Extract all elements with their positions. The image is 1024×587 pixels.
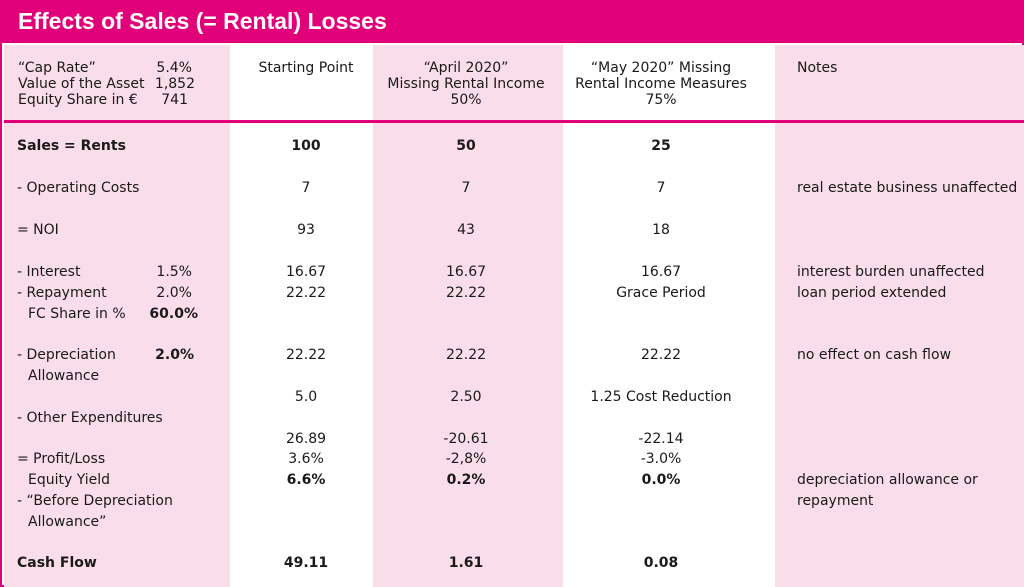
row-noi-april: 43 xyxy=(457,222,475,238)
row-profit-start-pct: 3.6% xyxy=(288,451,324,467)
row-dep-label-2: Allowance xyxy=(28,368,100,384)
row-sales-may: 25 xyxy=(651,138,671,154)
row-interest-label: - Interest xyxy=(17,264,81,280)
row-repayment-april: 22.22 xyxy=(445,285,487,301)
row-sales-label: Sales = Rents xyxy=(17,138,126,154)
row-opcost-note: real estate business unaffected xyxy=(797,180,1018,196)
header-separator xyxy=(4,120,1024,123)
row-interest-april: 16.67 xyxy=(445,264,487,280)
row-sales-start: 100 xyxy=(291,138,321,154)
row-fc-rate: 60.0% xyxy=(149,306,198,322)
notes-column xyxy=(775,45,1024,587)
header-starting-point: Starting Point xyxy=(258,60,354,76)
starting-point-column xyxy=(230,45,373,587)
row-dep-rate: 2.0% xyxy=(155,347,194,363)
row-profit-label: = Profit/Loss xyxy=(17,451,106,467)
cap-rate-value: 5.4% xyxy=(156,60,192,76)
row-profit-may-abs: -22.14 xyxy=(638,431,684,447)
row-interest-rate: 1.5% xyxy=(156,264,192,280)
header-april-line2: Missing Rental Income xyxy=(387,76,545,92)
row-noi-label: = NOI xyxy=(17,222,59,238)
row-cash-label: Cash Flow xyxy=(17,555,97,571)
row-yield-april: 0.2% xyxy=(446,472,486,488)
header-april-line3: 50% xyxy=(450,92,482,108)
header-notes: Notes xyxy=(797,60,838,76)
row-opcost-april: 7 xyxy=(461,180,471,196)
row-profit-may-pct: -3.0% xyxy=(640,451,682,467)
row-repayment-label: - Repayment xyxy=(17,285,107,301)
equity-share-value: 741 xyxy=(161,92,188,108)
title-bar: Effects of Sales (= Rental) Losses xyxy=(0,0,1024,43)
row-yield-note-2: repayment xyxy=(797,493,874,509)
row-interest-start: 16.67 xyxy=(285,264,327,280)
row-repayment-note: loan period extended xyxy=(797,285,947,301)
label-column xyxy=(4,45,230,587)
row-opcost-may: 7 xyxy=(656,180,666,196)
row-interest-may: 16.67 xyxy=(640,264,682,280)
row-yield-label: Equity Yield xyxy=(28,472,111,488)
april-2020-column xyxy=(373,45,563,587)
row-cash-may: 0.08 xyxy=(643,555,679,571)
row-dep-note: no effect on cash flow xyxy=(797,347,952,363)
row-dep-may: 22.22 xyxy=(640,347,682,363)
row-yield-note-1: depreciation allowance or xyxy=(797,472,978,488)
row-before-label-2: Allowance” xyxy=(28,514,107,530)
row-profit-april-pct: -2,8% xyxy=(445,451,487,467)
equity-share-label: Equity Share in € xyxy=(18,92,138,108)
row-interest-note: interest burden unaffected xyxy=(797,264,985,280)
row-before-label-1: - “Before Depreciation xyxy=(17,493,173,509)
row-opcost-label: - Operating Costs xyxy=(17,180,140,196)
header-may-line1: “May 2020” Missing xyxy=(590,60,732,76)
row-cash-start: 49.11 xyxy=(283,555,329,571)
row-yield-may: 0.0% xyxy=(641,472,681,488)
cap-rate-label: “Cap Rate” xyxy=(18,60,96,76)
row-profit-april-abs: -20.61 xyxy=(443,431,489,447)
may-2020-column xyxy=(563,45,775,587)
row-yield-start: 6.6% xyxy=(286,472,326,488)
header-april-line1: “April 2020” xyxy=(423,60,509,76)
row-other-april: 2.50 xyxy=(450,389,482,405)
row-fc-label: FC Share in % xyxy=(28,306,126,322)
row-dep-start: 22.22 xyxy=(285,347,327,363)
row-opcost-start: 7 xyxy=(301,180,311,196)
header-may-line3: 75% xyxy=(645,92,677,108)
header-may-line2: Rental Income Measures xyxy=(575,76,747,92)
row-noi-start: 93 xyxy=(297,222,315,238)
page-title: Effects of Sales (= Rental) Losses xyxy=(18,8,387,34)
row-repayment-rate: 2.0% xyxy=(156,285,192,301)
row-other-start: 5.0 xyxy=(294,389,318,405)
asset-value: 1,852 xyxy=(154,76,195,92)
row-cash-april: 1.61 xyxy=(448,555,484,571)
row-noi-may: 18 xyxy=(652,222,670,238)
row-dep-label-1: - Depreciation xyxy=(17,347,116,363)
row-dep-april: 22.22 xyxy=(445,347,487,363)
row-sales-april: 50 xyxy=(456,138,476,154)
row-repayment-may: Grace Period xyxy=(616,285,706,301)
row-profit-start-abs: 26.89 xyxy=(285,431,327,447)
row-other-label: - Other Expenditures xyxy=(17,410,163,426)
row-repayment-start: 22.22 xyxy=(285,285,327,301)
row-other-may: 1.25 Cost Reduction xyxy=(590,389,732,405)
asset-value-label: Value of the Asset xyxy=(18,76,145,92)
